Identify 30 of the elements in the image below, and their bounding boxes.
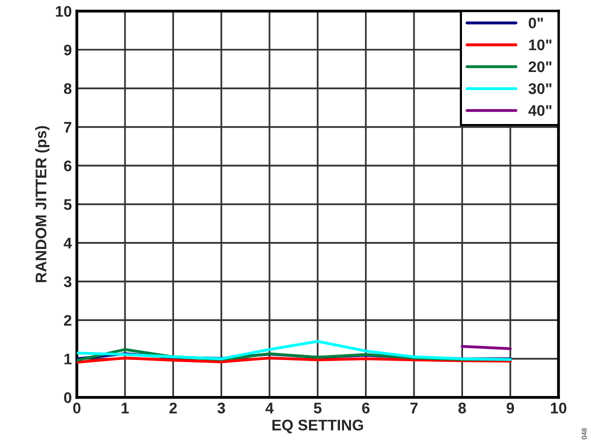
x-tick-label: 3 (217, 402, 226, 414)
legend-label: 0" (528, 18, 543, 28)
y-axis-title: RANDOM JITTER (ps) (35, 126, 50, 282)
legend-label: 40" (528, 105, 552, 116)
legend-label: 30" (528, 83, 552, 94)
x-tick-label: 7 (410, 402, 418, 414)
x-tick-label: 1 (122, 402, 129, 414)
x-tick-label: 5 (314, 402, 322, 414)
y-tick-label: 8 (64, 83, 72, 94)
line-series (76, 340, 512, 361)
y-tick-label: 5 (64, 199, 72, 210)
x-tick-label: 2 (169, 402, 177, 414)
x-tick-label: 0 (73, 402, 80, 414)
legend-label: 10" (529, 39, 552, 50)
y-tick-label: 3 (64, 276, 72, 288)
y-tick-label: 1 (64, 354, 72, 364)
y-tick-label: 10 (56, 6, 72, 17)
y-tick-label: 4 (64, 238, 72, 248)
x-tick-label: 8 (458, 402, 466, 414)
y-tick-label: 7 (64, 122, 72, 133)
legend-label: 20" (528, 61, 552, 72)
x-tick-label: 4 (265, 402, 274, 414)
y-tick-label: 2 (64, 314, 72, 326)
x-tick-label: 10 (550, 402, 566, 414)
y-tick-label: 0 (64, 392, 72, 404)
x-tick-label: 6 (362, 402, 370, 414)
x-axis-title: EQ SETTING (272, 420, 363, 434)
y-tick-label: 6 (64, 160, 72, 172)
y-tick-label: 9 (64, 44, 72, 56)
x-tick-label: 9 (506, 402, 514, 414)
